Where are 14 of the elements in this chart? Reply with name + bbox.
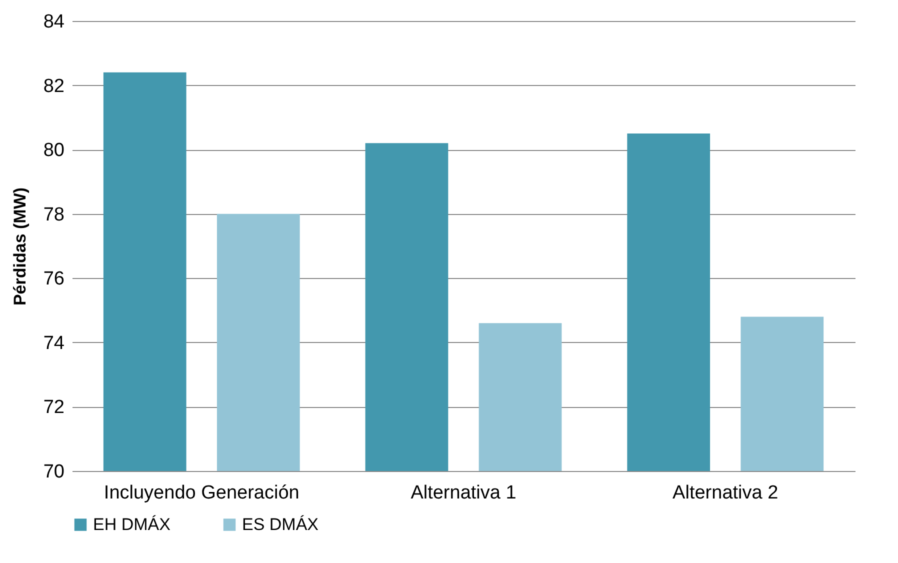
- x-tick-label: Alternativa 2: [672, 482, 778, 504]
- y-tick-label: 80: [43, 140, 64, 162]
- y-tick-label: 84: [43, 12, 65, 32]
- y-tick-label: 76: [43, 268, 64, 290]
- y-tick-label: 70: [43, 462, 64, 482]
- y-axis-title: Pérdidas (MW): [10, 187, 30, 306]
- legend-label: ES DMÁX: [242, 514, 319, 534]
- y-tick-label: 74: [43, 332, 65, 354]
- y-tick-label: 82: [43, 76, 64, 97]
- y-tick-label: 78: [43, 204, 64, 226]
- x-tick-label: Alternativa 1: [410, 482, 516, 504]
- x-tick-label: Incluyendo Generación: [104, 482, 300, 504]
- legend-label: EH DMÁX: [93, 514, 170, 534]
- y-tick-label: 72: [43, 397, 64, 418]
